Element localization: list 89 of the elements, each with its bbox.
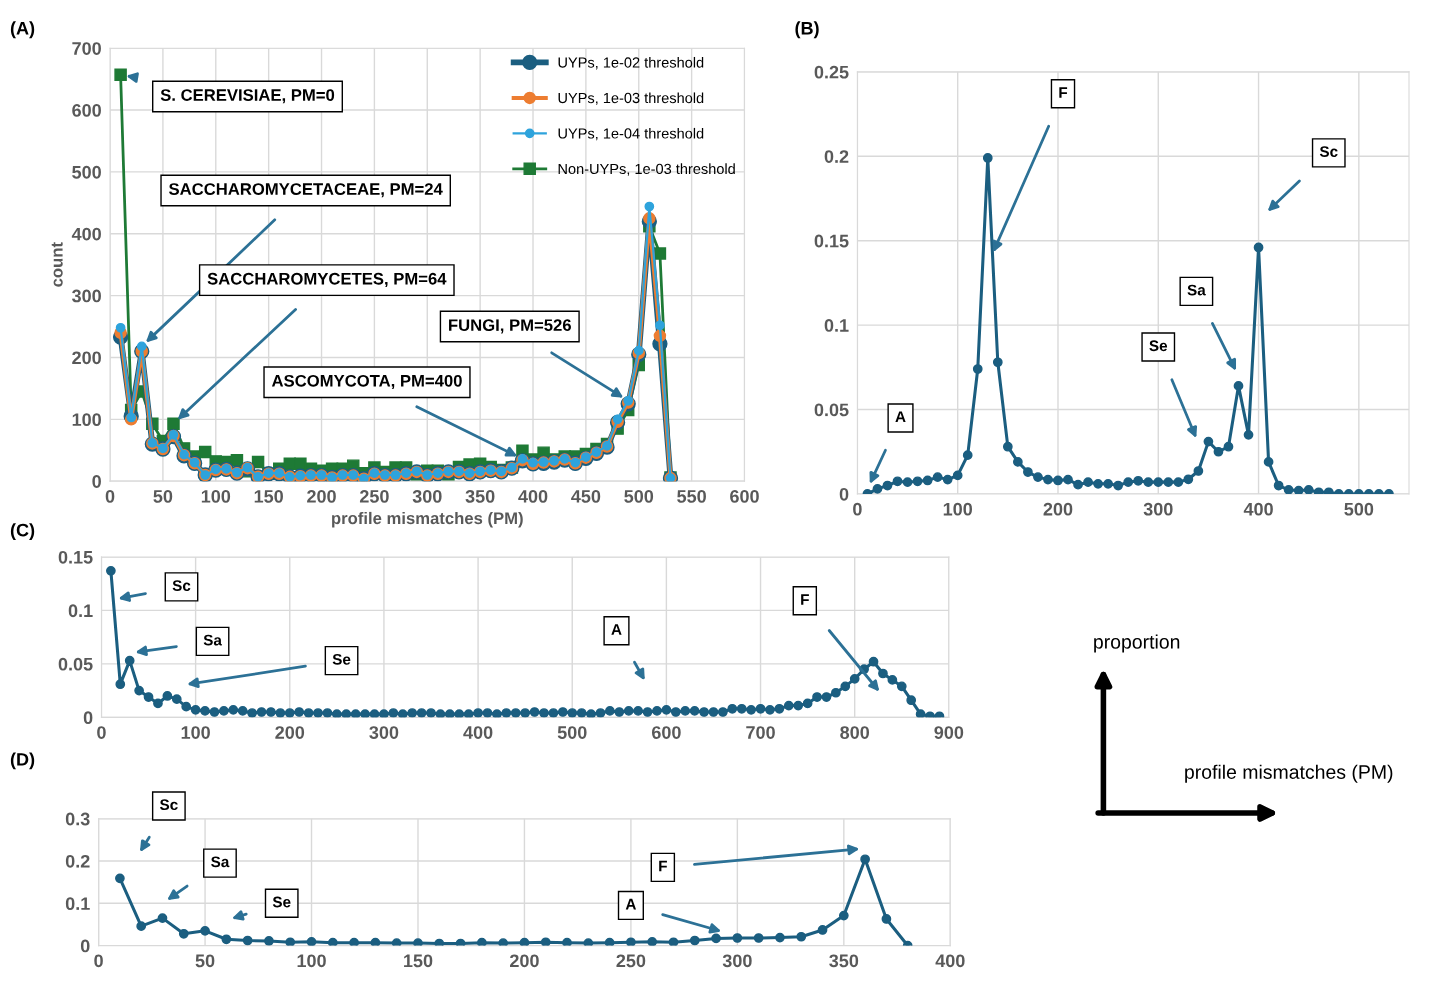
- annotation: SACCHAROMYCETACEAE, PM=24: [169, 183, 443, 198]
- annotation: A: [611, 624, 622, 635]
- annotation: Sa: [211, 856, 230, 868]
- x-tick-label: 400: [463, 726, 493, 739]
- annotation: A: [625, 898, 637, 910]
- y-tick-label: 0: [83, 711, 93, 725]
- annotation: S. CEREVISIAE, PM=0: [160, 89, 335, 104]
- x-tick-label: 400: [518, 489, 548, 503]
- x-tick-label: 300: [1143, 502, 1173, 516]
- y-tick-label: 0: [92, 475, 101, 488]
- x-tick-label: 400: [1243, 502, 1273, 516]
- x-tick-label: 100: [201, 489, 231, 503]
- annotation: Sc: [1319, 146, 1338, 157]
- y-tick-label: 300: [71, 289, 101, 303]
- x-tick-label: 250: [359, 489, 389, 503]
- y-tick-label: 700: [72, 42, 101, 55]
- x-tick-label: 600: [651, 726, 681, 739]
- x-tick-label: 200: [1043, 502, 1073, 516]
- y-tick-label: 0.2: [824, 150, 849, 163]
- legend-label: UYPs, 1e-03 threshold: [558, 92, 704, 105]
- x-tick-label: 500: [1344, 502, 1374, 516]
- x-tick-label: 100: [297, 954, 326, 968]
- x-tick-label: 50: [153, 489, 173, 503]
- y-tick-label: 200: [72, 351, 101, 365]
- x-tick-label: 700: [746, 726, 775, 739]
- annotation: F: [659, 860, 667, 872]
- y-tick-label: 500: [72, 165, 101, 179]
- annotation: Sa: [203, 634, 222, 646]
- legend-label: Non-UYPs, 1e-03 threshold: [558, 163, 735, 176]
- chart-title: (B): [795, 21, 819, 39]
- annotation: Sa: [1187, 284, 1206, 296]
- x-tick-label: 250: [616, 954, 646, 968]
- y-axis-title: count: [51, 242, 63, 287]
- text: proportion: [1094, 634, 1180, 653]
- y-tick-label: 0.3: [65, 812, 90, 826]
- y-tick-label: 0.1: [824, 319, 849, 332]
- legend-label: UYPs, 1e-04 threshold: [558, 127, 704, 141]
- x-tick-label: 0: [105, 489, 115, 503]
- chart-title: (D): [10, 752, 35, 770]
- annotation: F: [801, 594, 809, 605]
- y-tick-label: 0.15: [814, 234, 849, 248]
- y-tick-label: 0.25: [814, 65, 849, 79]
- x-tick-label: 0: [853, 502, 862, 516]
- annotation: FUNGI, PM=526: [449, 319, 571, 334]
- x-tick-label: 300: [369, 726, 399, 739]
- annotation: ASCOMYCOTA, PM=400: [271, 374, 462, 390]
- x-tick-label: 400: [935, 954, 965, 968]
- x-tick-label: 200: [510, 954, 539, 968]
- annotation: F: [1059, 87, 1068, 98]
- x-tick-label: 500: [557, 726, 587, 739]
- annotation: Sc: [172, 580, 191, 591]
- y-tick-label: 100: [72, 413, 101, 427]
- chart-title: (A): [10, 21, 35, 39]
- x-tick-label: 350: [465, 489, 495, 503]
- y-tick-label: 0: [80, 939, 90, 953]
- x-tick-label: 200: [307, 489, 336, 503]
- y-tick-label: 600: [72, 104, 101, 117]
- annotation: Se: [332, 653, 351, 665]
- x-tick-label: 150: [404, 954, 433, 968]
- y-tick-label: 0.05: [58, 657, 93, 671]
- x-tick-label: 350: [829, 954, 859, 968]
- y-tick-label: 0.2: [65, 854, 90, 868]
- y-tick-label: 0.05: [814, 403, 849, 417]
- x-tick-label: 800: [840, 726, 870, 739]
- chart-title: (C): [10, 523, 35, 541]
- y-tick-label: 400: [71, 227, 101, 241]
- x-tick-label: 50: [195, 954, 215, 968]
- legend-label: UYPs, 1e-02 threshold: [558, 56, 704, 70]
- x-tick-label: 300: [412, 489, 442, 503]
- x-tick-label: 450: [571, 489, 601, 503]
- annotation: SACCHAROMYCETES, PM=64: [207, 272, 447, 288]
- x-tick-label: 900: [934, 726, 964, 739]
- text: Sc: [159, 799, 178, 811]
- x-tick-label: 100: [181, 726, 210, 739]
- y-tick-label: 0.1: [65, 897, 90, 911]
- x-tick-label: 600: [730, 489, 759, 503]
- x-tick-label: 100: [943, 502, 973, 516]
- y-tick-label: 0.1: [68, 604, 93, 618]
- text: profile mismatches (PM): [1185, 764, 1393, 783]
- x-tick-label: 300: [722, 954, 752, 968]
- x-tick-label: 200: [275, 726, 305, 739]
- annotation: Se: [272, 896, 291, 908]
- annotation: A: [895, 411, 906, 422]
- x-tick-label: 550: [677, 489, 706, 503]
- x-tick-label: 500: [624, 489, 654, 503]
- x-tick-label: 150: [254, 489, 283, 503]
- y-tick-label: 0.15: [58, 550, 93, 564]
- x-axis-title: profile mismatches (PM): [332, 511, 523, 528]
- annotation: Se: [1149, 340, 1168, 352]
